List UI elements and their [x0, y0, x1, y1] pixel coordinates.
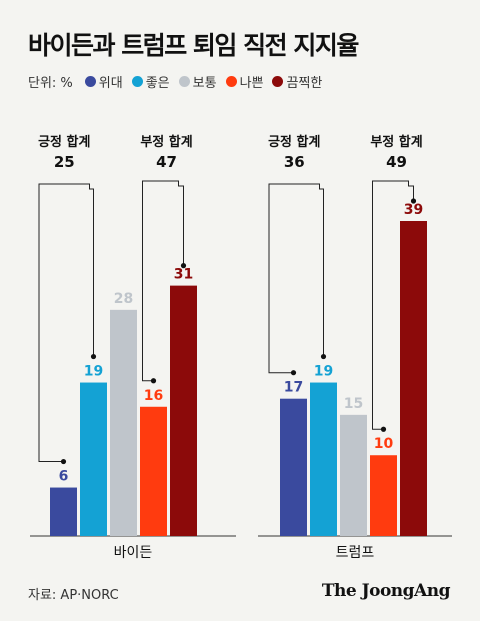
bar-0-3	[140, 406, 167, 536]
negative-bracket-1	[372, 180, 414, 430]
bar-0-4	[170, 285, 197, 536]
bar-1-4	[400, 221, 427, 536]
negative-total-label-1: 부정 합계	[370, 134, 422, 150]
bar-value-0-0: 6	[59, 469, 69, 485]
negative-total-value-0: 47	[156, 153, 177, 171]
legend-dot-good	[131, 76, 143, 87]
legend-label-good: 좋은	[145, 76, 170, 91]
positive-total-label-1: 긍정 합계	[268, 134, 320, 150]
bar-1-1	[310, 382, 337, 536]
source-note: 자료: AP·NORC	[28, 588, 119, 603]
bar-value-0-4: 31	[174, 267, 193, 283]
group-label-0: 바이든	[114, 545, 153, 561]
bar-1-0	[280, 398, 307, 536]
positive-dot-b-1	[320, 353, 327, 360]
negative-total-label-0: 부정 합계	[140, 134, 192, 150]
positive-bracket-0	[38, 183, 94, 463]
positive-total-value-1: 36	[284, 153, 305, 171]
legend-item-average: 보통	[178, 72, 217, 91]
positive-total-value-0: 25	[54, 153, 75, 171]
bar-value-0-3: 16	[144, 388, 163, 404]
negative-dot-b-0	[180, 263, 187, 269]
positive-dot-b-0	[90, 353, 97, 360]
positive-bracket-1	[268, 183, 324, 374]
bar-1-3	[370, 455, 397, 536]
legend-label-great: 위대	[98, 76, 123, 91]
positive-dot-a-1	[290, 370, 297, 376]
legend-label-average: 보통	[192, 76, 217, 91]
bar-value-0-2: 28	[114, 291, 133, 307]
bar-value-1-2: 15	[344, 396, 363, 412]
legend-dot-great	[84, 76, 96, 87]
legend-item-good: 좋은	[131, 72, 170, 91]
legend-item-great: 위대	[84, 72, 123, 91]
legend-label-terrible: 끔찍한	[286, 76, 323, 91]
legend-dot-terrible	[272, 76, 284, 87]
legend-item-poor: 나쁜	[225, 72, 264, 91]
bar-value-1-1: 19	[314, 364, 333, 380]
chart-title: 바이든과 트럼프 퇴임 직전 지지율	[28, 31, 359, 60]
bar-value-0-1: 19	[84, 364, 103, 380]
bar-value-1-4: 39	[404, 202, 423, 218]
negative-dot-a-1	[380, 426, 387, 432]
bar-1-2	[340, 414, 367, 536]
bar-0-0	[50, 487, 77, 536]
negative-total-value-1: 49	[386, 153, 407, 171]
negative-bracket-0	[142, 180, 184, 382]
legend-dot-poor	[225, 76, 237, 87]
group-label-1: 트럼프	[336, 545, 375, 561]
brand-logo: The JoongAng	[321, 581, 451, 601]
bar-value-1-3: 10	[374, 436, 394, 452]
negative-dot-a-0	[150, 378, 157, 384]
legend: 단위: % 위대 좋은 보통 나쁜 끔찍한	[28, 72, 331, 91]
legend-label-poor: 나쁜	[239, 76, 264, 91]
negative-dot-b-1	[410, 198, 417, 204]
legend-dot-average	[178, 76, 190, 87]
bar-0-2	[110, 309, 137, 536]
positive-total-label-0: 긍정 합계	[38, 134, 90, 150]
bar-0-1	[80, 382, 107, 536]
unit-label: 단위: %	[28, 76, 73, 91]
bar-value-1-0: 17	[284, 380, 303, 396]
positive-dot-a-0	[60, 458, 67, 465]
legend-item-terrible: 끔찍한	[272, 72, 322, 91]
